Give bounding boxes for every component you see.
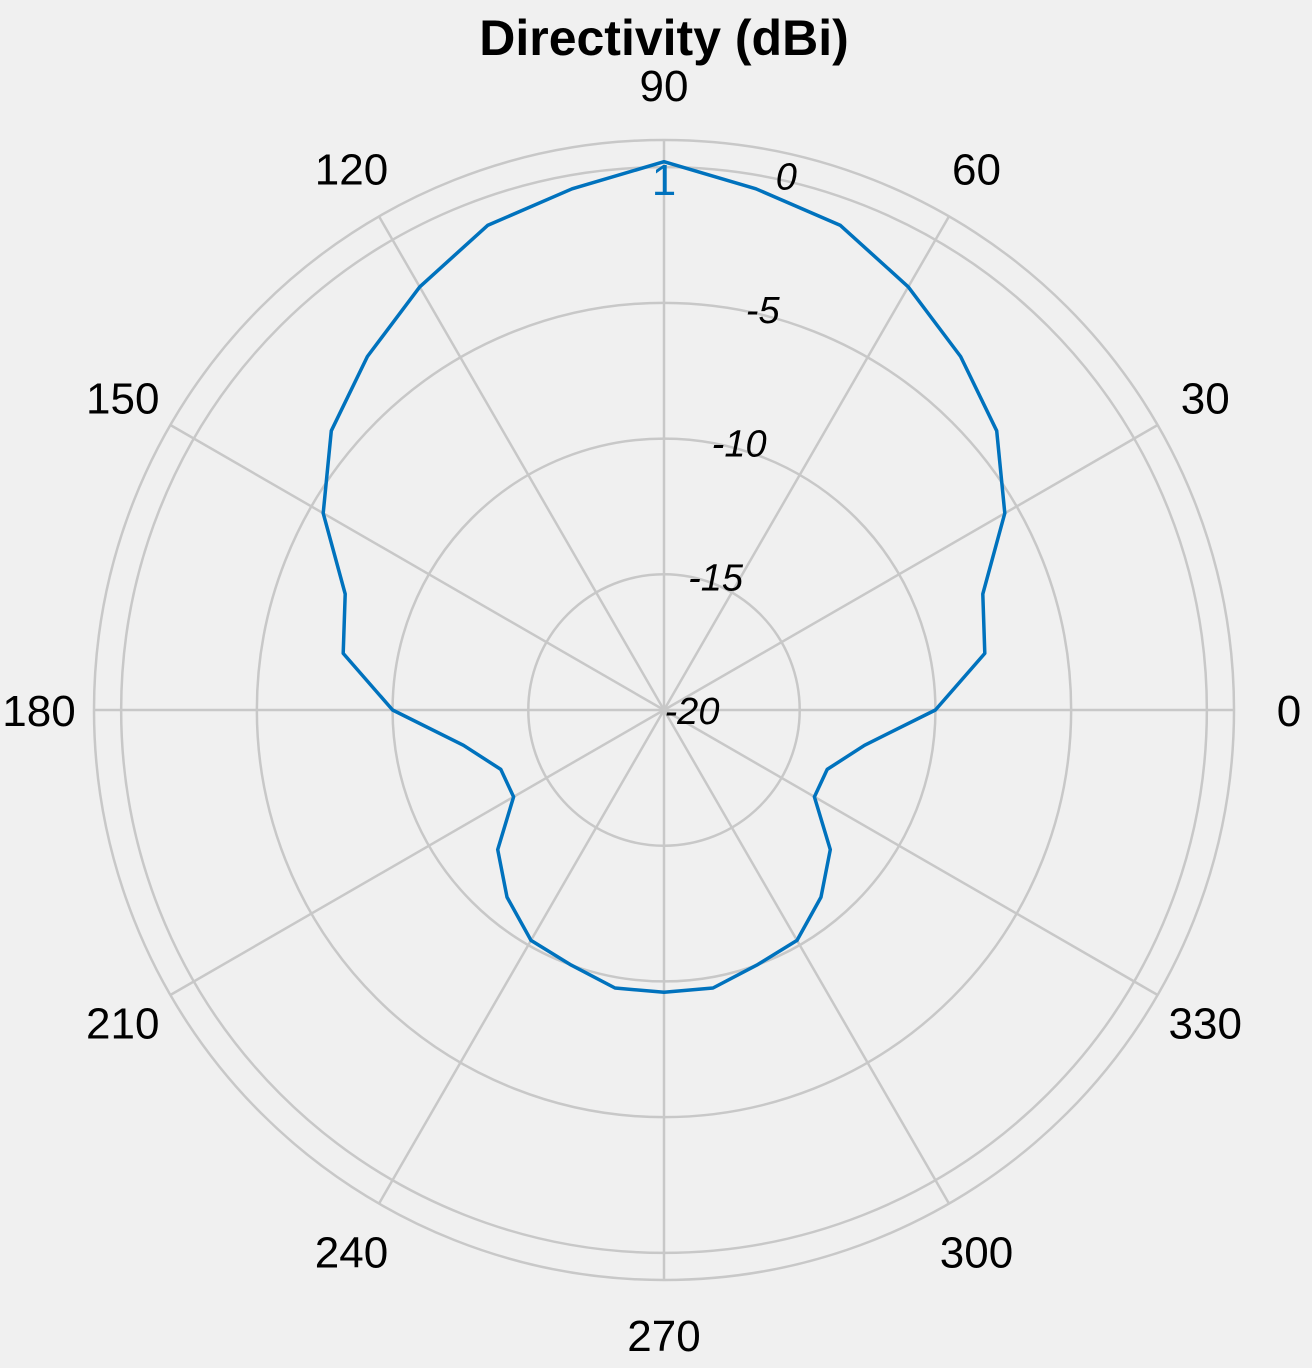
series-name-label: 1 [652,156,676,205]
angle-tick-label: 180 [2,687,75,736]
angular-grid [94,140,1234,1280]
radial-tick-labels: -20 -15 -10 -5 0 [665,156,797,733]
angle-tick-label: 210 [86,1000,159,1049]
angle-tick-label: 60 [952,146,1001,195]
grid-spoke [662,215,951,711]
angle-tick-label: 30 [1181,375,1230,424]
angle-tick-labels: 0 30 60 90 120 150 180 210 240 270 300 330 [2,62,1301,1361]
series-labels: 1 [652,156,676,205]
radial-tick-label: 0 [776,156,797,198]
series-layer [321,159,1007,995]
radial-tick-label: -5 [746,290,781,332]
grid-spoke [169,708,665,997]
grid-spoke [377,215,666,711]
angle-tick-label: 150 [86,375,159,424]
radial-tick-label: -20 [665,691,720,733]
radial-tick-label: -10 [712,424,767,466]
angle-tick-label: 90 [640,62,689,111]
chart-title: Directivity (dBi) [479,10,849,66]
angle-tick-label: 330 [1169,1000,1242,1049]
angle-tick-label: 300 [940,1228,1013,1277]
grid-spoke [663,423,1159,712]
angle-tick-label: 240 [315,1228,388,1277]
angle-tick-label: 120 [315,146,388,195]
grid-spoke [377,709,666,1205]
grid-spoke [662,709,951,1205]
series-line [321,159,1007,995]
angle-tick-label: 270 [627,1312,700,1361]
grid-spoke [663,708,1159,997]
grid-spoke [169,423,665,712]
radial-tick-label: -15 [688,557,744,599]
angle-tick-label: 0 [1277,687,1301,736]
